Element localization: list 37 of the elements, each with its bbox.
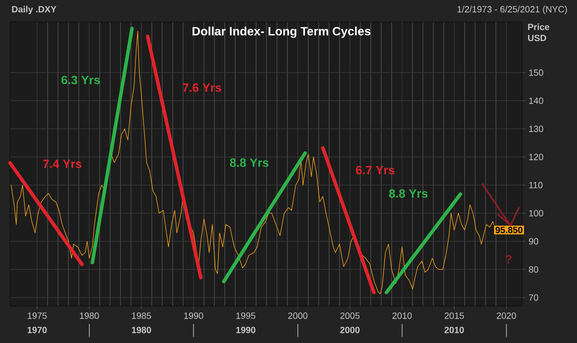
text: ?: [505, 255, 512, 264]
text: Daily .DXY: [12, 6, 56, 14]
y-tick-label: 140: [529, 98, 544, 104]
x-tick-label: 2020: [496, 312, 516, 319]
x-tick-label: 1985: [132, 312, 152, 319]
x-tick-label: 2000: [288, 312, 308, 319]
y-tick-label: 150: [529, 69, 544, 76]
text: 2000: [340, 326, 360, 334]
y-axis-title: Price USD: [528, 24, 550, 42]
x-tick-label: 1995: [236, 312, 256, 319]
text: 1990: [236, 326, 256, 334]
line-series: [482, 183, 520, 226]
text: 8.8 Yrs: [389, 189, 428, 198]
series-label: 7.6 Yrs: [182, 83, 222, 92]
data-label: 95.850: [496, 226, 522, 234]
y-tick-label: 100: [529, 210, 544, 216]
y-tick-label: 80: [528, 266, 538, 273]
x-tick-label: 2010: [392, 312, 412, 319]
text: 1970: [28, 326, 47, 334]
series-label: 6.7 Yrs: [356, 166, 394, 174]
x-tick-label: 1990: [184, 312, 204, 319]
y-tick-label: 120: [529, 154, 544, 160]
x-tick-label: 1980: [80, 312, 99, 319]
chart-subtitle: 1/2/1973 - 6/25/2021 (NYC): [458, 6, 567, 14]
series-label: 7.4 Yrs: [43, 160, 82, 168]
y-tick-label: 110: [529, 182, 543, 188]
y-tick-label: 90: [528, 238, 538, 245]
y-tick-label: 130: [529, 126, 544, 132]
x-tick-label: 2015: [444, 312, 464, 319]
text: 2010: [444, 326, 464, 334]
chart-title: Dollar Index- Long Term Cycles: [192, 26, 370, 38]
y-tick-label: 70: [528, 294, 538, 301]
x-tick-label: 1975: [28, 312, 47, 319]
x-tick-label: 2005: [340, 312, 360, 319]
series-label: 8.8 Yrs: [230, 158, 268, 167]
text: 1980: [132, 326, 152, 334]
series-label: 6.3 Yrs: [61, 76, 100, 84]
